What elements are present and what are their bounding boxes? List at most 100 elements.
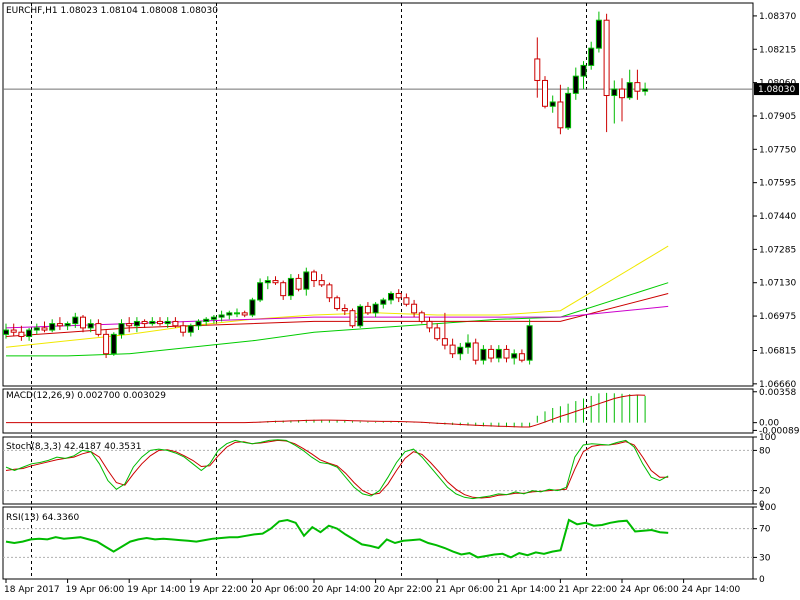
stoch-y-tick-label: 0 — [759, 500, 765, 510]
x-tick-label: 19 Apr 22:00 — [189, 585, 248, 595]
price-pane-frame — [2, 2, 754, 387]
candle-body — [64, 323, 71, 327]
macd-signal-line — [6, 394, 646, 428]
price-y-tick-label: 1.08215 — [759, 45, 796, 55]
price-y-tick-label: 1.06660 — [759, 380, 796, 390]
candle-body — [49, 323, 56, 331]
candle-body — [41, 327, 48, 331]
grid-layer — [3, 3, 753, 579]
current-price-tag — [754, 83, 799, 96]
stoch-header: Stoch(8,3,3) 42.4187 40.3531 — [6, 442, 141, 452]
candle-body — [318, 280, 325, 286]
labels-layer: EURCHF,H1 1.08023 1.08104 1.08008 1.0803… — [4, 6, 800, 595]
candle-body — [195, 320, 202, 327]
candle-body — [372, 303, 379, 314]
candle-body — [418, 312, 425, 322]
candle-body — [511, 353, 518, 359]
candle-body — [234, 312, 240, 315]
rsi-y-tick-label: 70 — [759, 525, 771, 535]
candle-body — [272, 280, 279, 284]
candle-body — [595, 19, 602, 49]
x-tick-label: 20 Apr 22:00 — [374, 585, 433, 595]
candle-body — [180, 325, 187, 333]
candle-body — [18, 331, 25, 338]
price-y-tick-label: 1.08060 — [759, 79, 796, 89]
candle-body — [395, 292, 402, 299]
candle-body — [218, 314, 225, 318]
x-tick-label: 24 Apr 14:00 — [682, 585, 741, 595]
candle-body — [157, 320, 163, 325]
candle-body — [465, 342, 471, 348]
x-tick-label: 21 Apr 06:00 — [435, 585, 494, 595]
x-tick-label: 18 Apr 2017 — [4, 585, 60, 595]
candle-body — [295, 277, 302, 290]
candle-body — [565, 92, 572, 129]
candle-body — [349, 310, 356, 327]
candle-body — [557, 101, 564, 129]
candle-body — [588, 47, 595, 66]
candle-body — [3, 329, 9, 335]
candle-body — [549, 101, 556, 107]
candle-body — [495, 348, 502, 359]
candle-body — [619, 88, 625, 99]
candle-body — [226, 312, 233, 316]
rsi-y-tick-label: 0 — [759, 575, 765, 585]
candle-body — [241, 312, 248, 316]
x-tick-label: 21 Apr 22:00 — [558, 585, 617, 595]
candle-body — [411, 303, 418, 314]
moving-average-line-2 — [5, 293, 669, 337]
candle-body — [426, 320, 433, 329]
rsi-y-tick-label: 30 — [759, 553, 771, 563]
candle-body — [311, 271, 317, 282]
price-y-tick-label: 1.07750 — [759, 145, 796, 155]
candle-body — [26, 329, 33, 338]
candle-body — [33, 327, 40, 331]
candle-body — [534, 58, 541, 81]
candle-body — [388, 292, 394, 301]
candle-body — [403, 297, 410, 305]
candle-body — [480, 348, 487, 361]
candle-body — [172, 320, 179, 327]
candle-body — [87, 323, 94, 329]
candle-body — [187, 325, 194, 333]
candle-body — [341, 308, 348, 312]
candle-body — [572, 75, 579, 94]
candle-body — [149, 320, 156, 325]
moving-average-line-1 — [6, 282, 669, 357]
x-tick-label: 24 Apr 06:00 — [620, 585, 679, 595]
price-y-tick-label: 1.08370 — [759, 12, 796, 22]
axes-layer — [5, 15, 799, 583]
candle-body — [287, 277, 294, 297]
candle-body — [580, 64, 587, 77]
indicators-layer — [5, 392, 669, 559]
macd-y-tick-label: 0.00358 — [759, 388, 796, 398]
candle-body — [472, 342, 479, 361]
candle-body — [103, 333, 110, 355]
rsi-pane-frame — [2, 506, 754, 580]
candle-body — [72, 316, 79, 325]
candle-body — [434, 327, 441, 340]
candle-body — [141, 320, 148, 325]
candle-body — [542, 79, 548, 107]
candle-body — [133, 320, 140, 327]
x-tick-label: 20 Apr 06:00 — [250, 585, 309, 595]
candle-body — [110, 333, 117, 355]
x-tick-label: 20 Apr 14:00 — [312, 585, 371, 595]
candle-body — [611, 88, 618, 97]
candle-body — [603, 19, 610, 97]
price-y-tick-label: 1.07595 — [759, 179, 796, 189]
x-tick-label: 21 Apr 14:00 — [497, 585, 556, 595]
candle-body — [210, 316, 217, 320]
x-tick-label: 19 Apr 06:00 — [66, 585, 125, 595]
x-tick-label: 19 Apr 14:00 — [127, 585, 186, 595]
candle-body — [518, 353, 525, 361]
price-y-tick-label: 1.07905 — [759, 112, 796, 122]
candle-body — [526, 325, 533, 361]
candle-body — [380, 299, 387, 305]
candle-body — [457, 346, 464, 355]
candle-body — [203, 318, 210, 322]
candle-body — [503, 348, 510, 359]
candle-body — [334, 297, 341, 310]
candle-body — [118, 323, 125, 335]
price-chart-header: EURCHF,H1 1.08023 1.08104 1.08008 1.0803… — [6, 6, 218, 16]
